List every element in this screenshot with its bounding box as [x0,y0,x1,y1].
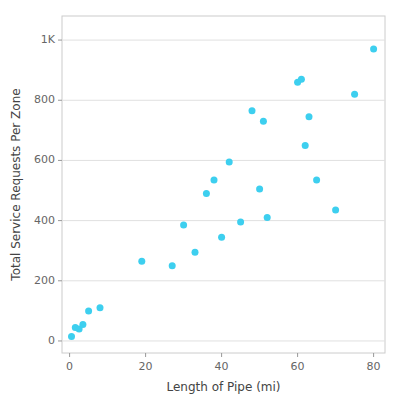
grid-line [62,100,385,101]
tick-label: 600 [34,153,55,166]
points [68,46,377,340]
plot-frame [62,16,385,353]
grid-line [62,280,385,281]
point [302,142,309,149]
tick-label: 800 [34,93,55,106]
point [298,76,305,83]
tick-label: 80 [367,360,381,373]
grid-line [62,220,385,221]
point [211,176,218,183]
point [226,158,233,165]
point [260,118,267,125]
point [306,113,313,120]
tick-mark [145,353,146,357]
tick-mark [69,353,70,357]
point [237,219,244,226]
tick-label: 0 [66,360,73,373]
point [332,207,339,214]
point [218,234,225,241]
point [138,258,145,265]
point [192,249,199,256]
grid-line [62,40,385,41]
tick-label: 60 [291,360,305,373]
tick-label: 1K [41,33,56,46]
point [313,176,320,183]
tick-mark [58,280,62,281]
point [249,107,256,114]
point [256,186,263,193]
tick-mark [58,220,62,221]
point [79,321,86,328]
tick-mark [297,353,298,357]
tick-mark [373,353,374,357]
point [351,91,358,98]
tick-mark [58,40,62,41]
chart: 0 200 400 600 800 1K 0 20 40 60 80 Length of Pipe (… [0,0,401,401]
point [97,304,104,311]
point [370,46,377,53]
point [68,333,75,340]
grid-line [62,340,385,341]
tick-mark [58,340,62,341]
tick-label: 200 [34,274,55,287]
y-axis-label: Total Service Requests Per Zone [9,88,23,281]
tick-mark [58,100,62,101]
grid-line [62,160,385,161]
tick-label: 40 [215,360,229,373]
tick-mark [58,160,62,161]
point [180,222,187,229]
point [264,214,271,221]
point [169,262,176,269]
point [203,190,210,197]
point [85,307,92,314]
tick-label: 400 [34,214,55,227]
x-axis-label: Length of Pipe (mi) [166,380,280,394]
tick-mark [221,353,222,357]
tick-label: 0 [48,334,55,347]
tick-label: 20 [139,360,153,373]
